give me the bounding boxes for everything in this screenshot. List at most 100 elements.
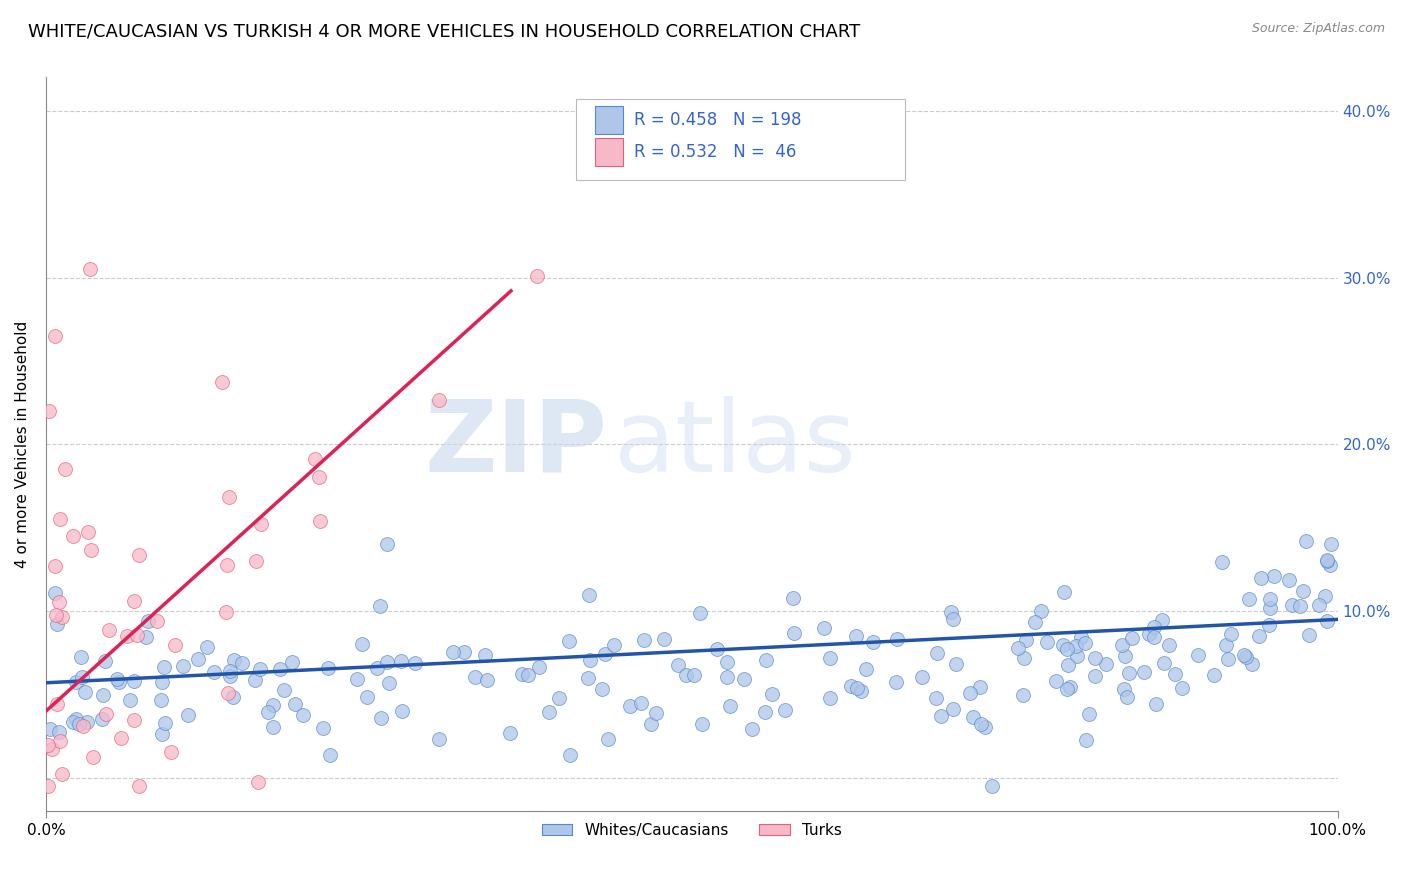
Point [308,514,330,528]
Point [46,617,69,632]
FancyBboxPatch shape [595,138,623,166]
Point [218,490,240,504]
Point [217,686,239,700]
Point [187,652,209,666]
Point [1237,592,1260,607]
Point [1187,648,1209,662]
Point [1012,651,1035,665]
Point [160,745,183,759]
Point [65,712,87,726]
Point [1074,733,1097,747]
Point [1291,584,1313,599]
Point [163,638,186,652]
Text: ZIP: ZIP [425,396,607,492]
Point [1258,618,1281,632]
Point [1144,697,1167,711]
Point [318,747,340,762]
Point [1052,638,1074,652]
Point [67,716,90,731]
Point [1204,668,1226,682]
Point [62,715,84,730]
Point [1263,569,1285,583]
Point [1024,615,1046,629]
Point [981,779,1004,793]
Point [45,697,67,711]
Point [1056,682,1078,697]
Point [1316,553,1339,567]
FancyBboxPatch shape [595,106,623,134]
Point [818,650,841,665]
Point [925,690,948,705]
Point [346,673,368,687]
Point [352,637,374,651]
Point [839,679,862,693]
Point [849,684,872,698]
Point [48,595,70,609]
Point [128,548,150,562]
Text: R = 0.532   N =  46: R = 0.532 N = 46 [634,144,796,161]
Point [775,702,797,716]
Point [675,668,697,682]
Point [741,722,763,736]
Point [389,654,412,668]
Point [366,661,388,675]
Point [862,634,884,648]
Point [1116,690,1139,705]
Point [1057,657,1080,672]
Point [356,690,378,704]
Point [970,716,993,731]
Point [1011,689,1033,703]
Point [1171,681,1194,695]
Point [654,632,676,646]
Point [65,674,87,689]
Point [1258,601,1281,615]
Point [1250,571,1272,585]
Point [1112,682,1135,697]
Point [886,675,908,690]
Point [284,697,307,711]
Point [202,665,225,679]
Point [91,688,114,702]
Point [1316,614,1339,628]
Point [124,673,146,688]
Point [1015,633,1038,648]
Y-axis label: 4 or more Vehicles in Household: 4 or more Vehicles in Household [15,321,30,568]
Point [128,779,150,793]
Point [105,672,128,686]
Point [292,708,315,723]
Point [222,653,245,667]
Point [689,606,711,620]
Point [1313,589,1336,603]
Point [80,542,103,557]
Point [1211,555,1233,569]
Point [761,687,783,701]
Point [1077,706,1099,721]
Point [1241,657,1264,671]
Point [598,731,620,746]
Point [110,731,132,746]
Point [79,262,101,277]
Text: R = 0.458   N = 198: R = 0.458 N = 198 [634,111,801,129]
Point [716,669,738,683]
Point [219,669,242,683]
Point [368,599,391,614]
Point [136,614,159,628]
Point [1153,656,1175,670]
Text: WHITE/CAUCASIAN VS TURKISH 4 OR MORE VEHICLES IN HOUSEHOLD CORRELATION CHART: WHITE/CAUCASIAN VS TURKISH 4 OR MORE VEH… [28,22,860,40]
Point [510,666,533,681]
Point [538,705,561,719]
Point [152,727,174,741]
Point [959,686,981,700]
Point [941,605,963,619]
Point [49,512,72,526]
Point [135,631,157,645]
Point [94,706,117,721]
Point [269,662,291,676]
Point [1319,558,1341,572]
Point [1029,604,1052,618]
Point [593,647,616,661]
Point [1216,651,1239,665]
Point [855,662,877,676]
Point [45,608,67,623]
Point [70,670,93,684]
